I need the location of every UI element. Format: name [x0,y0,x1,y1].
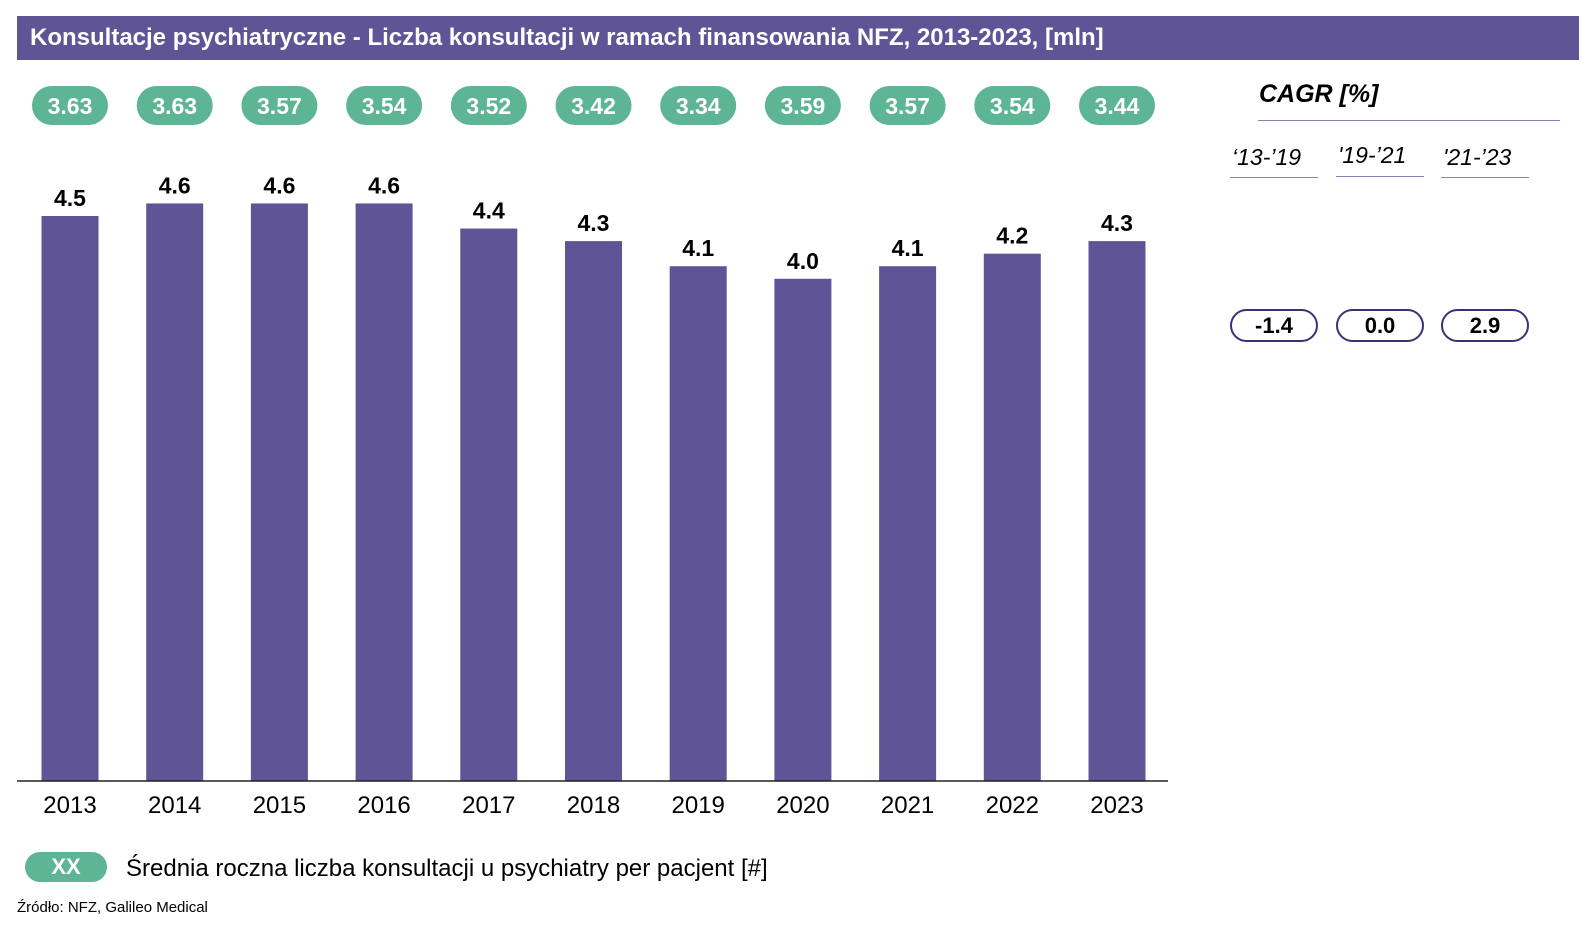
annotation-value: 3.42 [571,93,616,119]
x-tick-label: 2016 [357,792,410,819]
cagr-period-2: '19-’21 [1338,142,1407,168]
annotation-pill [1079,86,1155,125]
x-tick-label: 2020 [776,792,829,819]
legend-marker: XX [25,852,107,882]
x-tick-label: 2017 [462,792,515,819]
x-tick-label: 2022 [986,792,1039,819]
annotation-pill [974,86,1051,125]
cagr-period-underline [1441,177,1529,178]
bar [355,203,413,781]
chart-title: Konsultacje psychiatryczne - Liczba kons… [17,16,1579,60]
cagr-divider [1258,120,1560,121]
annotation-value: 3.54 [990,93,1035,119]
bar [983,253,1041,781]
bar [879,266,937,781]
annotation-pill [660,86,737,125]
annotation-value: 3.57 [257,93,302,119]
x-tick-label: 2013 [43,792,96,819]
bar-value-label: 4.1 [682,235,714,261]
bar-value-label: 4.5 [54,185,86,211]
annotation-pill [450,86,527,125]
bar [250,203,308,781]
annotation-pill [241,86,318,125]
bar [460,228,518,782]
cagr-value-2: 0.0 [1336,309,1424,342]
bar [146,203,204,781]
x-tick-label: 2015 [253,792,306,819]
bar [774,278,832,781]
cagr-value-3: 2.9 [1441,309,1529,342]
x-tick-label: 2021 [881,792,934,819]
bar-value-label: 4.2 [996,223,1028,249]
annotation-pill [346,86,423,125]
x-tick-label: 2014 [148,792,201,819]
bar-value-label: 4.6 [368,172,400,198]
annotation-pill [869,86,946,125]
cagr-period-underline [1336,176,1424,177]
bar-value-label: 4.6 [263,172,295,198]
annotation-value: 3.57 [885,93,930,119]
cagr-title: CAGR [%] [1259,80,1379,108]
source-note: Źródło: NFZ, Galileo Medical [17,899,208,916]
annotation-pill [555,86,632,125]
bar [565,241,622,782]
annotation-value: 3.59 [781,93,826,119]
annotation-pill [32,86,108,125]
bar-value-label: 4.3 [1101,210,1133,236]
bar-value-label: 4.4 [473,198,505,224]
bar-value-label: 4.6 [159,172,191,198]
bar-value-label: 4.3 [578,210,610,236]
x-tick-label: 2019 [672,792,725,819]
bar-value-label: 4.1 [892,235,924,261]
annotation-value: 3.34 [676,93,721,119]
annotation-value: 3.63 [152,93,197,119]
legend-text: Średnia roczna liczba konsultacji u psyc… [126,855,768,882]
bar-value-label: 4.0 [787,248,819,274]
x-tick-label: 2018 [567,792,620,819]
x-tick-label: 2023 [1090,792,1143,819]
cagr-period-underline [1230,177,1318,178]
cagr-value-1: -1.4 [1230,309,1318,342]
bar [669,266,727,781]
cagr-period-1: ‘13-’19 [1232,144,1302,170]
annotation-value: 3.44 [1095,93,1140,119]
annotation-pill [764,86,841,125]
bar [1088,241,1146,782]
annotation-value: 3.54 [362,93,407,119]
annotation-value: 3.63 [48,93,93,119]
annotation-value: 3.52 [466,93,511,119]
cagr-period-3: '21-’23 [1443,144,1512,170]
bar [41,216,99,781]
annotation-pill [136,86,213,125]
